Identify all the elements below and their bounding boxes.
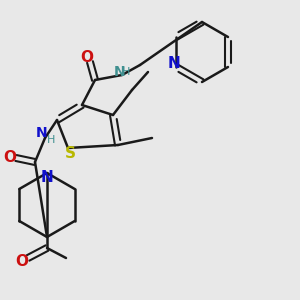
Text: H: H bbox=[122, 67, 130, 77]
Text: N: N bbox=[168, 56, 180, 71]
Text: O: O bbox=[80, 50, 94, 65]
Text: N: N bbox=[40, 170, 53, 185]
Text: H: H bbox=[47, 135, 55, 145]
Text: N: N bbox=[36, 126, 48, 140]
Text: O: O bbox=[16, 254, 28, 268]
Text: O: O bbox=[4, 149, 16, 164]
Text: N: N bbox=[114, 65, 126, 79]
Text: S: S bbox=[64, 146, 76, 160]
